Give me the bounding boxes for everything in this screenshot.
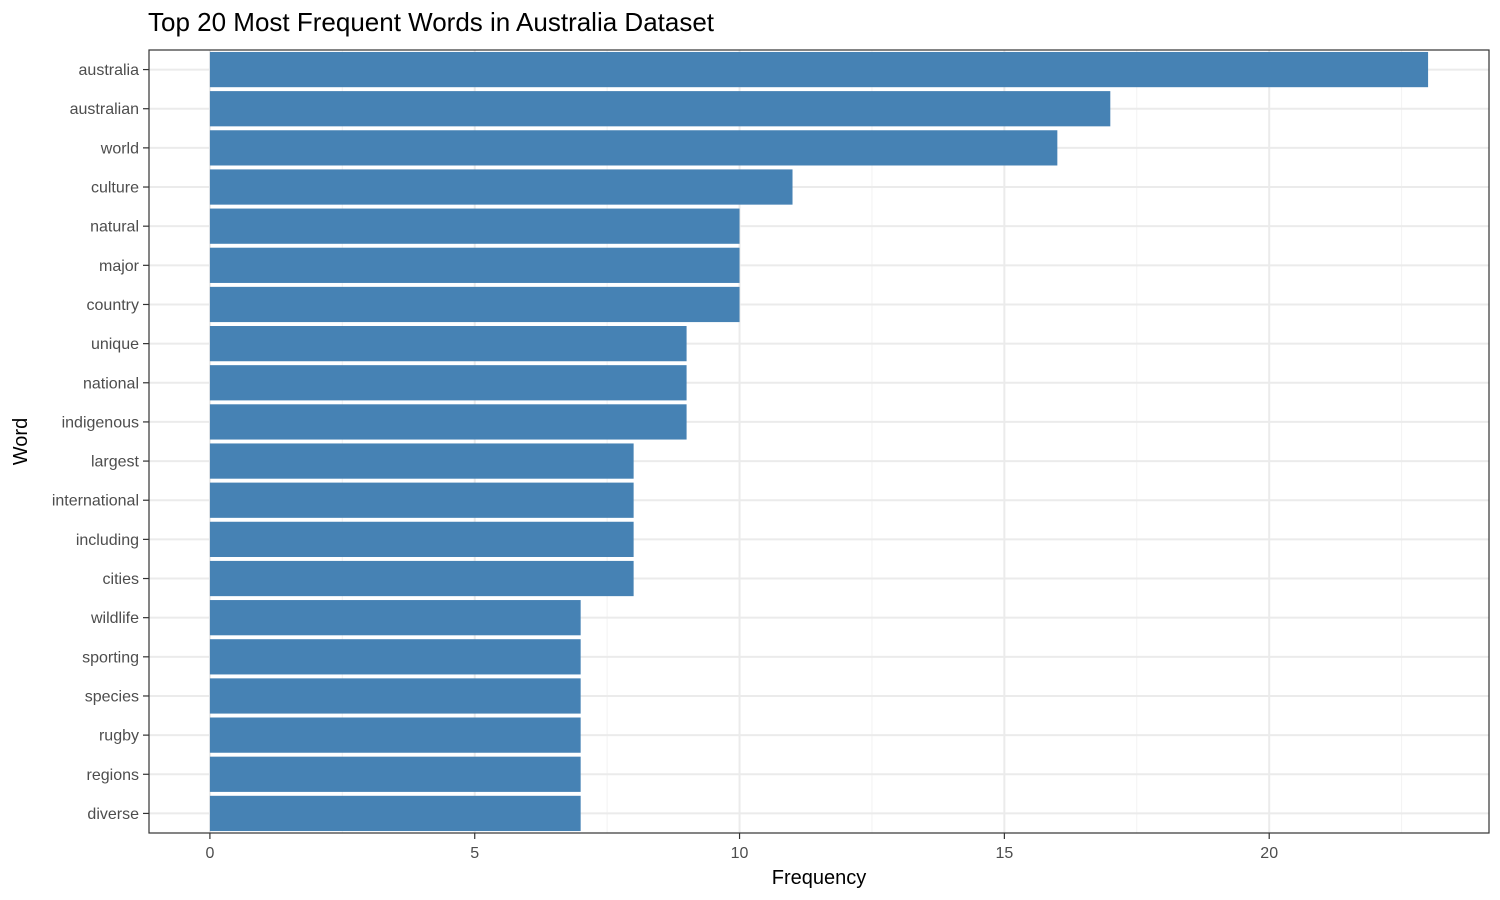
y-axis-title: Word	[10, 418, 32, 465]
bar-rugby	[209, 717, 581, 753]
y-tick-label: world	[100, 140, 139, 157]
y-tick-label: cities	[103, 571, 139, 588]
x-tick-label: 10	[731, 845, 749, 862]
bar-sporting	[209, 639, 581, 675]
x-tick-label: 15	[995, 845, 1013, 862]
y-tick-label: country	[87, 297, 139, 314]
y-tick-label: indigenous	[62, 414, 139, 431]
panel-border	[148, 49, 1490, 834]
grid-lines	[149, 50, 1489, 833]
y-tick-label: wildlife	[90, 610, 139, 627]
y-tick-label: australia	[79, 62, 140, 79]
y-tick-label: australian	[70, 101, 139, 118]
bar-diverse	[209, 795, 581, 832]
y-tick-label: culture	[91, 180, 139, 197]
y-tick-label: regions	[87, 767, 139, 784]
bar-international	[209, 482, 634, 518]
bars	[209, 51, 1429, 832]
x-tick-label: 5	[470, 845, 479, 862]
x-axis-title: Frequency	[772, 867, 867, 889]
y-tick-label: species	[85, 688, 139, 705]
bar-country	[209, 286, 740, 323]
plot-panel	[149, 50, 1489, 833]
bar-indigenous	[209, 404, 687, 440]
bar-australian	[209, 91, 1111, 127]
y-axis-ticks: australia australian world culture natural ma…	[52, 62, 149, 823]
y-tick-label: including	[76, 532, 139, 549]
bar-wildlife	[209, 600, 581, 636]
bar-unique	[209, 326, 687, 362]
bar-culture	[209, 169, 793, 205]
chart-title: Top 20 Most Frequent Words in Australia …	[148, 7, 715, 37]
bar-world	[209, 130, 1058, 166]
y-tick-label: diverse	[87, 806, 139, 823]
y-tick-label: natural	[90, 219, 139, 236]
bar-including	[209, 521, 634, 557]
bar-major	[209, 247, 740, 283]
y-tick-label: largest	[91, 454, 140, 471]
x-axis-ticks: 0 5 10 15 20	[205, 833, 1278, 862]
y-tick-label: major	[99, 258, 140, 275]
bar-natural	[209, 208, 740, 244]
x-tick-label: 20	[1260, 845, 1278, 862]
bar-australia	[209, 51, 1429, 88]
x-tick-label: 0	[205, 845, 214, 862]
bar-species	[209, 678, 581, 714]
y-tick-label: rugby	[99, 728, 139, 745]
bar-national	[209, 365, 687, 401]
bar-regions	[209, 756, 581, 792]
y-tick-label: national	[83, 375, 139, 392]
y-tick-label: unique	[91, 336, 139, 353]
bar-largest	[209, 443, 634, 479]
bar-cities	[209, 560, 634, 597]
y-tick-label: international	[52, 493, 139, 510]
y-tick-label: sporting	[82, 649, 139, 666]
